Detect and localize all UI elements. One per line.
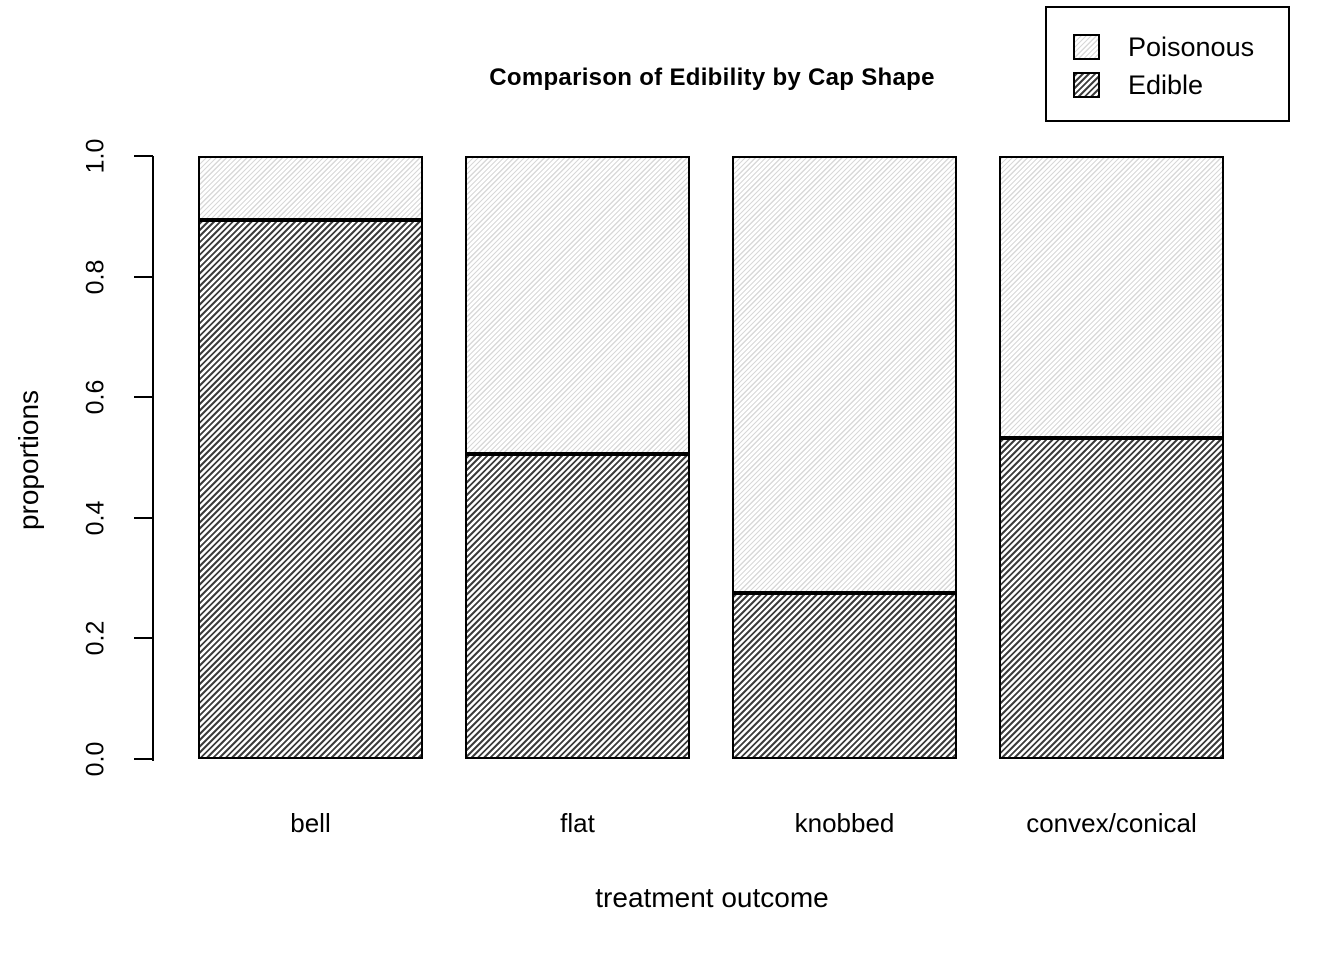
y-tick-label: 0.0 — [81, 741, 110, 777]
y-tick-mark — [134, 516, 153, 519]
y-tick-mark — [134, 396, 153, 399]
y-tick-label: 0.6 — [81, 379, 110, 415]
bar-segment-poisonous-knobbed — [732, 156, 957, 594]
x-axis-title: treatment outcome — [595, 882, 829, 913]
bar-segment-edible-bell — [198, 219, 423, 759]
bar-segment-poisonous-flat — [465, 156, 690, 454]
y-tick-mark — [134, 155, 153, 157]
legend-item-poisonous: Poisonous — [1073, 28, 1288, 66]
x-category-label-flat: flat — [560, 808, 595, 838]
legend-label-poisonous: Poisonous — [1128, 31, 1255, 62]
y-axis-title: proportions — [13, 389, 44, 531]
y-tick-label: 0.4 — [81, 500, 110, 536]
bar-segment-edible-convex-conical — [999, 437, 1224, 759]
x-category-label-knobbed: knobbed — [794, 808, 895, 838]
legend-label-edible: Edible — [1128, 69, 1204, 100]
poisonous-hatch-swatch-icon — [1073, 34, 1100, 60]
bar-segment-poisonous-bell — [198, 156, 423, 220]
y-tick-mark — [134, 758, 153, 760]
x-category-label-convex-conical: convex/conical — [1026, 808, 1197, 838]
legend: Poisonous Edible — [1045, 6, 1290, 122]
y-tick-label: 0.8 — [81, 259, 110, 294]
edible-hatch-swatch-icon — [1073, 72, 1100, 98]
y-tick-mark — [134, 637, 153, 640]
y-tick-label: 0.2 — [81, 621, 110, 656]
y-tick-label: 1.0 — [81, 138, 110, 174]
legend-item-edible: Edible — [1073, 66, 1288, 104]
bar-segment-edible-flat — [465, 453, 690, 759]
y-tick-mark — [134, 275, 153, 278]
bar-segment-poisonous-convex-conical — [999, 156, 1224, 438]
chart-title: Comparison of Edibility by Cap Shape — [489, 64, 935, 91]
x-category-label-bell: bell — [290, 808, 331, 838]
bar-segment-edible-knobbed — [732, 593, 957, 759]
y-axis-line — [152, 156, 154, 761]
